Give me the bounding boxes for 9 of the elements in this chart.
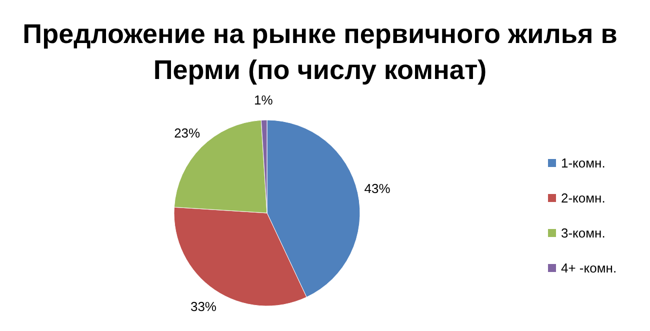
legend-label: 4+ -комн.	[561, 260, 617, 276]
data-label: 43%	[364, 180, 391, 196]
data-label: 1%	[254, 92, 274, 108]
legend-label: 2-комн.	[561, 190, 606, 206]
data-label: 33%	[190, 299, 217, 314]
chart-title: Предложение на рынке первичного жилья в Перми (по числу комнат)	[22, 19, 618, 85]
legend-label: 3-комн.	[561, 226, 606, 241]
legend-label: 1-комн.	[561, 156, 606, 171]
data-label: 23%	[174, 126, 201, 141]
